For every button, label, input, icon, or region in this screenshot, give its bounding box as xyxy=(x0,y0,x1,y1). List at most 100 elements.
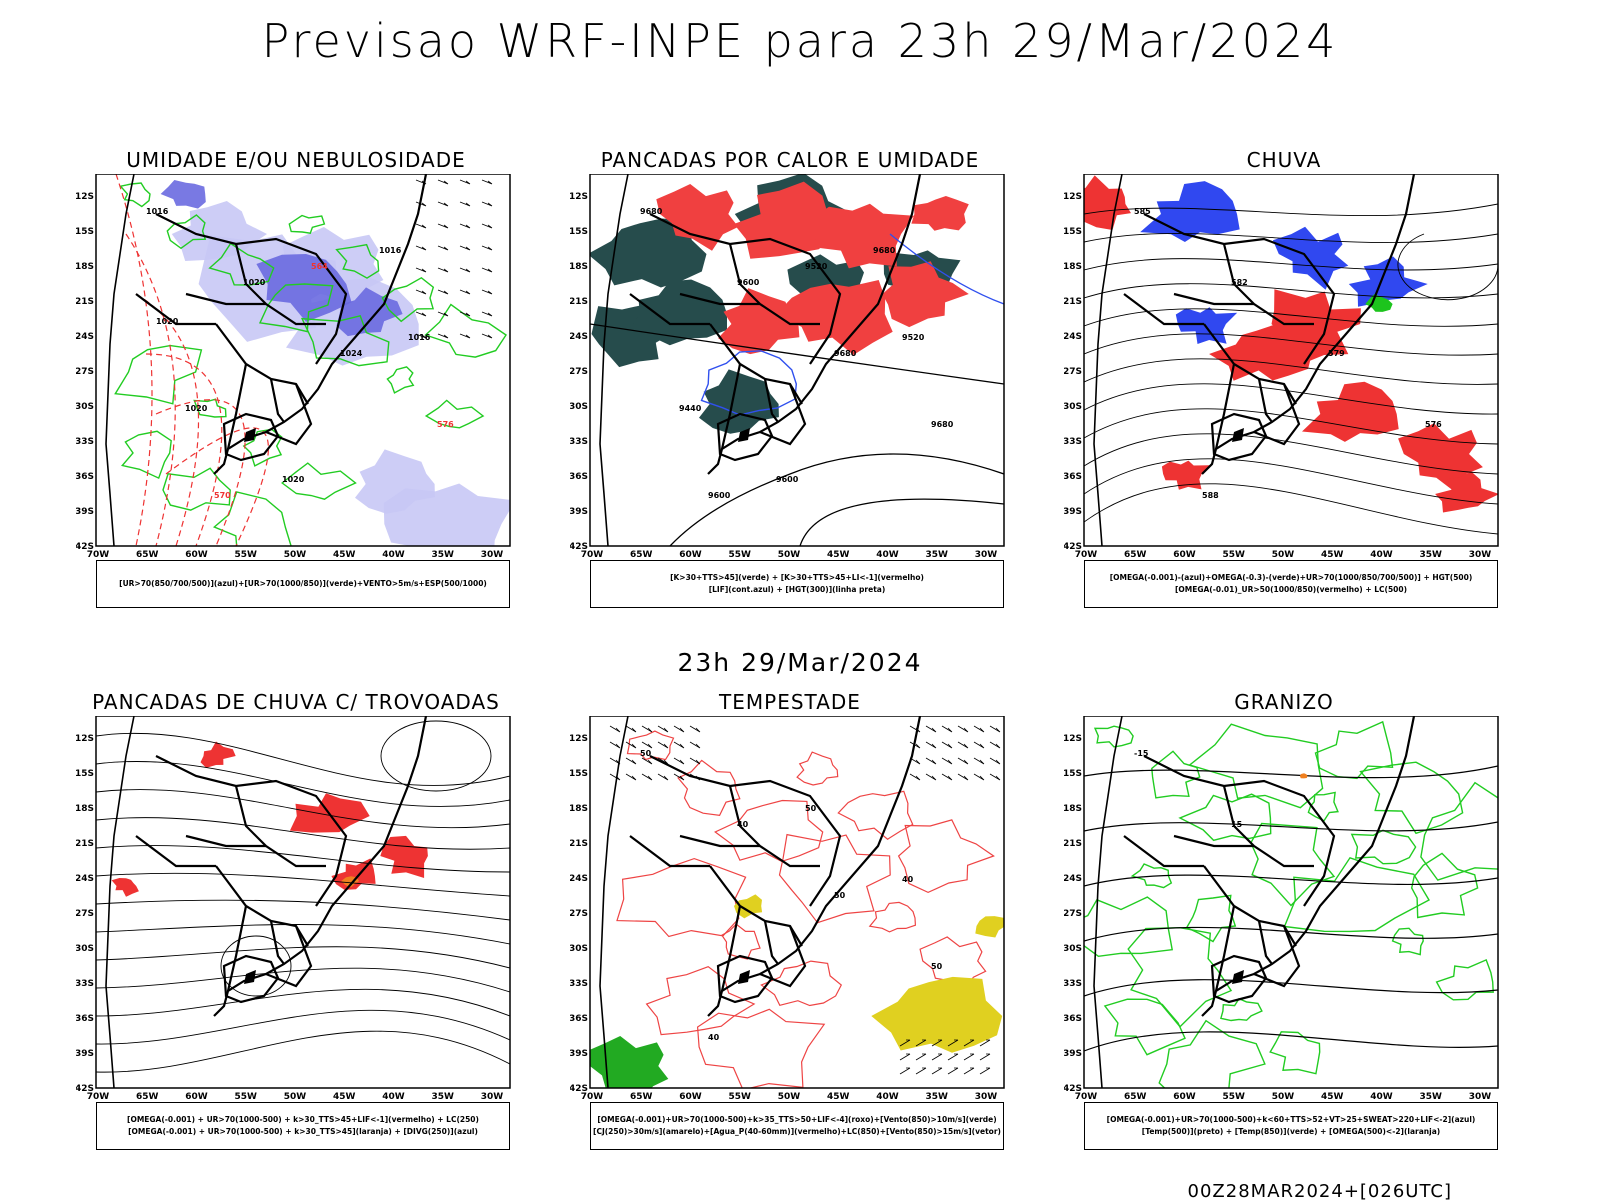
contour-label: 9680 xyxy=(931,420,954,429)
latitude-tick-label: 39S xyxy=(570,1049,588,1059)
longitude-tick-label: 50W xyxy=(284,550,307,560)
latitude-tick-label: 18S xyxy=(76,262,94,272)
main-title: Previsao WRF-INPE para 23h 29/Mar/2024 xyxy=(261,14,1339,68)
panel-title: PANCADAS DE CHUVA C/ TROVOADAS xyxy=(92,690,500,714)
latitude-tick-label: 33S xyxy=(1064,979,1082,989)
latitude-tick-label: 42S xyxy=(1064,542,1082,552)
latitude-tick-label: 21S xyxy=(76,839,94,849)
latitude-tick-label: 12S xyxy=(570,192,588,202)
latitude-tick-label: 36S xyxy=(1064,1014,1082,1024)
longitude-tick-label: 60W xyxy=(679,1092,702,1102)
panel-legend: [OMEGA(-0.001)+UR>70(1000-500)+k<60+TTS>… xyxy=(1084,1102,1498,1150)
latitude-tick-label: 42S xyxy=(76,542,94,552)
longitude-tick-label: 35W xyxy=(926,1092,949,1102)
weather-map: -15 15 12S 15S 18S 21S 24S 27S 30S 33S 36S 39S 42S70… xyxy=(1064,716,1499,1102)
legend-line: [OMEGA(-0.01)_UR>50(1000/850)(vermelho) … xyxy=(1174,585,1408,594)
latitude-tick-label: 15S xyxy=(1064,769,1082,779)
longitude-tick-label: 70W xyxy=(581,1092,604,1102)
latitude-tick-label: 39S xyxy=(570,507,588,517)
map-panel-tempestade: TEMPESTADE 50 40 50 50 40 50 40 12S 15S 18S 21S 24S 2… xyxy=(570,690,1010,1170)
map-panel-trovoadas: PANCADAS DE CHUVA C/ TROVOADAS 12S 15S 18S 2… xyxy=(76,690,516,1170)
contour-label: 50 xyxy=(805,804,817,813)
latitude-tick-label: 21S xyxy=(76,297,94,307)
contour-label: 1016 xyxy=(146,207,169,216)
legend-line: [OMEGA(-0.001) + UR>70(1000-500) + k>30_… xyxy=(128,1127,478,1136)
longitude-tick-label: 70W xyxy=(1075,550,1098,560)
latitude-tick-label: 30S xyxy=(570,402,588,412)
legend-line: [UR>70(850/700/500)](azul)+[UR>70(1000/8… xyxy=(119,579,487,588)
latitude-tick-label: 12S xyxy=(570,734,588,744)
legend-line: [LIF](cont.azul) + [HGT(300)](linha pret… xyxy=(708,585,886,594)
latitude-tick-label: 33S xyxy=(76,979,94,989)
contour-label: 1020 xyxy=(185,404,208,413)
contour-label: 9600 xyxy=(708,491,731,500)
longitude-tick-label: 45W xyxy=(827,550,850,560)
longitude-tick-label: 30W xyxy=(1469,550,1492,560)
weather-map: 50 40 50 50 40 50 40 12S 15S 18S 21S 24S 27S 30S 33S 36… xyxy=(570,716,1005,1102)
contour-label: 9680 xyxy=(834,349,857,358)
longitude-tick-label: 50W xyxy=(1272,1092,1295,1102)
contour-label: 576 xyxy=(1425,420,1442,429)
longitude-tick-label: 30W xyxy=(481,550,504,560)
contour-label: 1016 xyxy=(408,333,431,342)
longitude-tick-label: 55W xyxy=(1223,1092,1246,1102)
map-panel-chuva: CHUVA 585 582 579 576 588 12S 15S 18S 21S 24S 27S 30… xyxy=(1064,148,1504,628)
latitude-tick-label: 24S xyxy=(76,332,94,342)
latitude-tick-label: 12S xyxy=(1064,734,1082,744)
latitude-tick-label: 36S xyxy=(76,472,94,482)
weather-map: 9680 9600 9680 9680 9600 9520 9520 9440 9600 9680… xyxy=(570,174,1005,560)
panel-title: GRANIZO xyxy=(1234,690,1334,714)
latitude-tick-label: 30S xyxy=(570,944,588,954)
latitude-tick-label: 39S xyxy=(76,1049,94,1059)
latitude-tick-label: 39S xyxy=(1064,1049,1082,1059)
latitude-tick-label: 27S xyxy=(1064,909,1082,919)
longitude-tick-label: 30W xyxy=(975,550,998,560)
longitude-tick-label: 70W xyxy=(87,550,110,560)
latitude-tick-label: 33S xyxy=(570,437,588,447)
longitude-tick-label: 45W xyxy=(1321,1092,1344,1102)
latitude-tick-label: 21S xyxy=(570,839,588,849)
contour-label: 579 xyxy=(1328,349,1345,358)
longitude-tick-label: 55W xyxy=(235,550,258,560)
longitude-tick-label: 65W xyxy=(630,550,653,560)
panel-legend: [OMEGA(-0.001)+UR>70(1000-500)+k>35_TTS>… xyxy=(590,1102,1004,1150)
latitude-tick-label: 42S xyxy=(76,1084,94,1094)
weather-map: 585 582 579 576 588 12S 15S 18S 21S 24S 27S 30S 33S 3… xyxy=(1064,174,1499,560)
contour-label: 1020 xyxy=(282,475,305,484)
contour-label: 40 xyxy=(708,1033,720,1042)
latitude-tick-label: 18S xyxy=(1064,804,1082,814)
longitude-tick-label: 30W xyxy=(1469,1092,1492,1102)
contour-label: 50 xyxy=(640,749,652,758)
latitude-tick-label: 36S xyxy=(76,1014,94,1024)
legend-line: [OMEGA(-0.001)+UR>70(1000-500)+k>35_TTS>… xyxy=(597,1115,997,1124)
contour-label: 576 xyxy=(437,420,454,429)
latitude-tick-label: 27S xyxy=(76,367,94,377)
latitude-tick-label: 12S xyxy=(1064,192,1082,202)
contour-label: 9600 xyxy=(737,278,760,287)
longitude-tick-label: 40W xyxy=(876,550,899,560)
panel-title: CHUVA xyxy=(1246,148,1322,172)
latitude-tick-label: 18S xyxy=(1064,262,1082,272)
legend-line: [K>30+TTS>45](verde) + [K>30+TTS>45+LI<-… xyxy=(670,573,924,582)
longitude-tick-label: 35W xyxy=(432,550,455,560)
longitude-tick-label: 55W xyxy=(729,550,752,560)
longitude-tick-label: 35W xyxy=(926,550,949,560)
longitude-tick-label: 60W xyxy=(679,550,702,560)
longitude-tick-label: 40W xyxy=(876,1092,899,1102)
latitude-tick-label: 24S xyxy=(570,332,588,342)
latitude-tick-label: 15S xyxy=(570,227,588,237)
contour-label: 50 xyxy=(931,962,943,971)
panel-legend: [UR>70(850/700/500)](azul)+[UR>70(1000/8… xyxy=(96,560,510,608)
longitude-tick-label: 55W xyxy=(1223,550,1246,560)
latitude-tick-label: 27S xyxy=(570,909,588,919)
panel-title: PANCADAS POR CALOR E UMIDADE xyxy=(600,148,980,172)
latitude-tick-label: 18S xyxy=(76,804,94,814)
latitude-tick-label: 24S xyxy=(76,874,94,884)
contour-label: 9440 xyxy=(679,404,702,413)
longitude-tick-label: 70W xyxy=(87,1092,110,1102)
latitude-tick-label: 36S xyxy=(1064,472,1082,482)
latitude-tick-label: 15S xyxy=(76,227,94,237)
latitude-tick-label: 24S xyxy=(1064,332,1082,342)
longitude-tick-label: 60W xyxy=(1173,1092,1196,1102)
